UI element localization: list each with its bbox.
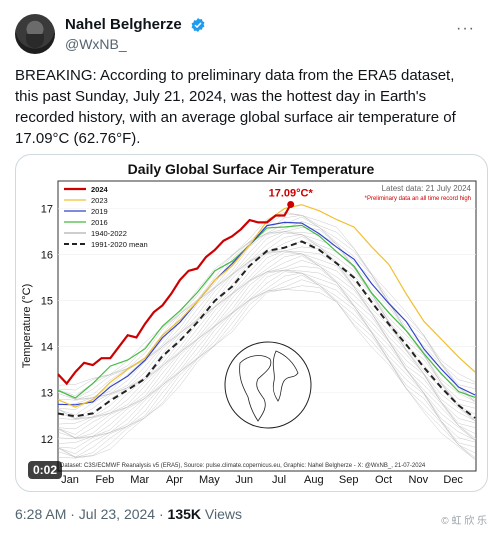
series-1940-2022-line xyxy=(57,232,476,410)
series-1940-2022-line xyxy=(57,252,476,430)
tweet-text: BREAKING: According to preliminary data … xyxy=(15,67,456,147)
series-1940-2022-line xyxy=(57,253,476,435)
series-layer xyxy=(57,203,476,460)
x-tick-label: Nov xyxy=(409,474,429,486)
series-1991-2020-mean-line xyxy=(57,240,476,419)
x-tick-label: Apr xyxy=(166,474,183,486)
chart-title: Daily Global Surface Air Temperature xyxy=(128,161,375,177)
temperature-chart: Daily Global Surface Air Temperature 121… xyxy=(21,161,477,486)
x-tick-label: Aug xyxy=(304,474,324,486)
x-tick-label: Mar xyxy=(130,474,149,486)
legend-entry: 2019 xyxy=(91,207,108,216)
x-tick-label: May xyxy=(199,474,220,486)
x-tick-label: Jul xyxy=(272,474,286,486)
series-2019-line xyxy=(57,221,476,406)
y-axis-label: Temperature (°C) xyxy=(21,284,33,368)
series-1940-2022-line xyxy=(57,272,476,455)
x-tick-label: Oct xyxy=(375,474,392,486)
legend-entry: 2016 xyxy=(91,218,108,227)
latest-data-note: Latest data: 21 July 2024 xyxy=(382,184,472,193)
x-tick-labels: Jan Feb Mar Apr May Jun Jul Aug Sep Oct Nov Dec xyxy=(61,474,463,486)
y-tick-label: 16 xyxy=(41,250,53,262)
legend-entry: 1991-2020 mean xyxy=(91,240,148,249)
views-label: Views xyxy=(201,506,242,522)
tweet-header: Nahel Belgherze @WxNB_ ··· xyxy=(15,14,485,58)
author-name[interactable]: Nahel Belgherze xyxy=(65,16,182,33)
more-options-icon[interactable]: ··· xyxy=(456,20,475,37)
plot-area xyxy=(57,180,477,472)
record-point xyxy=(287,200,295,208)
avatar[interactable] xyxy=(15,14,55,54)
series-1940-2022-line xyxy=(57,250,476,425)
y-tick-label: 13 xyxy=(41,388,53,400)
legend-entry: 1940-2022 xyxy=(91,229,127,238)
source-credit: Dataset: C3S/ECMWF Reanalysis v5 (ERA5),… xyxy=(60,463,426,469)
timestamp[interactable]: 6:28 AM · Jul 23, 2024 · xyxy=(15,506,168,522)
preliminary-note: *Preliminary data an all time record hig… xyxy=(365,196,471,202)
y-tick-label: 17 xyxy=(41,204,53,216)
series-1940-2022-line xyxy=(57,213,476,391)
series-1940-2022-line xyxy=(57,211,476,386)
series-1940-2022-line xyxy=(57,234,476,416)
verified-badge-icon xyxy=(191,18,205,32)
series-1940-2022-line xyxy=(57,269,476,444)
record-label: 17.09°C* xyxy=(269,187,314,199)
y-tick-labels: 12 13 14 15 16 17 xyxy=(41,204,53,446)
x-tick-label: Jun xyxy=(235,474,253,486)
globe-icon xyxy=(224,341,312,429)
x-tick-label: Jan xyxy=(61,474,79,486)
series-2016-line xyxy=(57,224,476,399)
video-timer: 0:02 xyxy=(28,461,63,479)
x-tick-label: Dec xyxy=(443,474,463,486)
y-tick-label: 12 xyxy=(41,434,53,446)
series-2024-line xyxy=(57,203,292,386)
x-tick-label: Feb xyxy=(95,474,114,486)
series-1940-2022-line xyxy=(57,271,476,449)
legend-entry: 2023 xyxy=(91,196,108,205)
y-tick-label: 15 xyxy=(41,296,53,308)
legend: 2024 2023 2019 2016 1940-2022 1991-2020 mean xyxy=(64,185,148,249)
y-tick-label: 14 xyxy=(41,342,53,354)
legend-entry: 2024 xyxy=(91,185,109,194)
x-tick-label: Sep xyxy=(339,474,359,486)
grid-lines xyxy=(58,208,476,440)
tweet-media-video[interactable]: Daily Global Surface Air Temperature 12 1… xyxy=(15,154,488,492)
view-count: 135K xyxy=(167,506,201,522)
watermark: © 虹 欣 乐 xyxy=(441,516,487,527)
tweet-meta: 6:28 AM · Jul 23, 2024 · 135K Views xyxy=(15,506,242,522)
author-handle[interactable]: @WxNB_ xyxy=(65,36,127,52)
